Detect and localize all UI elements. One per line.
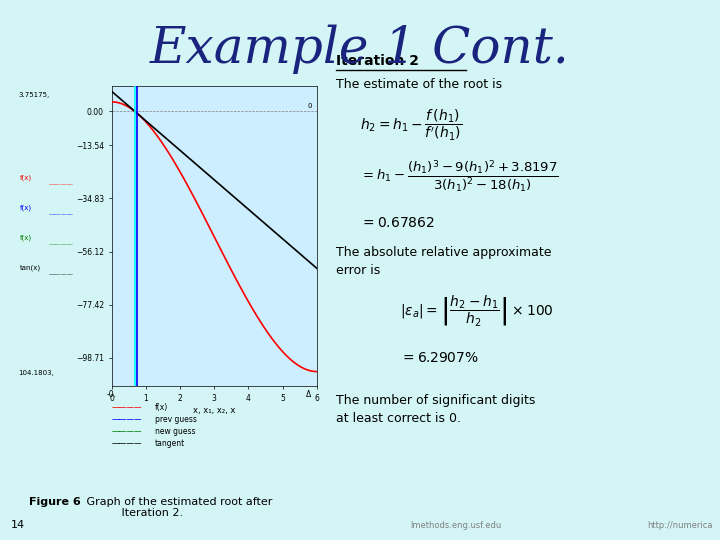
Text: The absolute relative approximate
error is: The absolute relative approximate error … xyxy=(336,246,552,276)
Text: Graph of the estimated root after
           Iteration 2.: Graph of the estimated root after Iterat… xyxy=(83,497,272,518)
Text: Iteration 2: Iteration 2 xyxy=(336,54,419,68)
Text: ————: ———— xyxy=(112,415,142,424)
Text: $= 6.2907\%$: $= 6.2907\%$ xyxy=(400,351,480,365)
Text: 3.75175,: 3.75175, xyxy=(18,92,49,98)
Text: ————: ———— xyxy=(112,427,142,436)
Text: tan(x): tan(x) xyxy=(20,264,41,271)
Text: f(x): f(x) xyxy=(20,234,32,241)
Text: f(x): f(x) xyxy=(20,205,32,211)
Text: Δ: Δ xyxy=(306,390,311,399)
Text: Example 1 Cont.: Example 1 Cont. xyxy=(150,24,570,74)
Text: f(x): f(x) xyxy=(20,175,32,181)
Text: http://numerica: http://numerica xyxy=(647,521,713,530)
Text: ————: ———— xyxy=(112,439,142,448)
Text: -0.: -0. xyxy=(107,390,117,399)
Text: $|\epsilon_a| = \left|\dfrac{h_2 - h_1}{h_2}\right| \times 100$: $|\epsilon_a| = \left|\dfrac{h_2 - h_1}{… xyxy=(400,294,554,329)
Text: tangent: tangent xyxy=(155,439,185,448)
Text: lmethods.eng.usf.edu: lmethods.eng.usf.edu xyxy=(410,521,502,530)
Text: ————: ———— xyxy=(49,183,74,188)
Text: ————: ———— xyxy=(49,242,74,247)
Text: $= 0.67862$: $= 0.67862$ xyxy=(361,216,436,230)
X-axis label: x, x₁, x₂, x: x, x₁, x₂, x xyxy=(193,406,235,415)
Text: $= h_1 - \dfrac{(h_1)^3 - 9(h_1)^2 + 3.8197}{3(h_1)^2 - 18(h_1)}$: $= h_1 - \dfrac{(h_1)^3 - 9(h_1)^2 + 3.8… xyxy=(361,159,559,195)
Text: prev guess: prev guess xyxy=(155,415,197,424)
Text: ————: ———— xyxy=(49,272,74,277)
Text: $h_2 = h_1 - \dfrac{f\,(h_1)}{f^{\prime}(h_1)}$: $h_2 = h_1 - \dfrac{f\,(h_1)}{f^{\prime}… xyxy=(361,108,462,143)
Text: f(x): f(x) xyxy=(155,403,168,412)
Text: The estimate of the root is: The estimate of the root is xyxy=(336,78,503,91)
Text: The number of significant digits
at least correct is 0.: The number of significant digits at leas… xyxy=(336,394,536,425)
Text: ————: ———— xyxy=(112,403,142,412)
Text: ————: ———— xyxy=(49,212,74,218)
Text: 14: 14 xyxy=(11,520,25,530)
Text: 0: 0 xyxy=(307,103,312,109)
Text: new guess: new guess xyxy=(155,427,195,436)
Text: 104.1803,: 104.1803, xyxy=(18,370,54,376)
Text: Figure 6: Figure 6 xyxy=(29,497,81,507)
